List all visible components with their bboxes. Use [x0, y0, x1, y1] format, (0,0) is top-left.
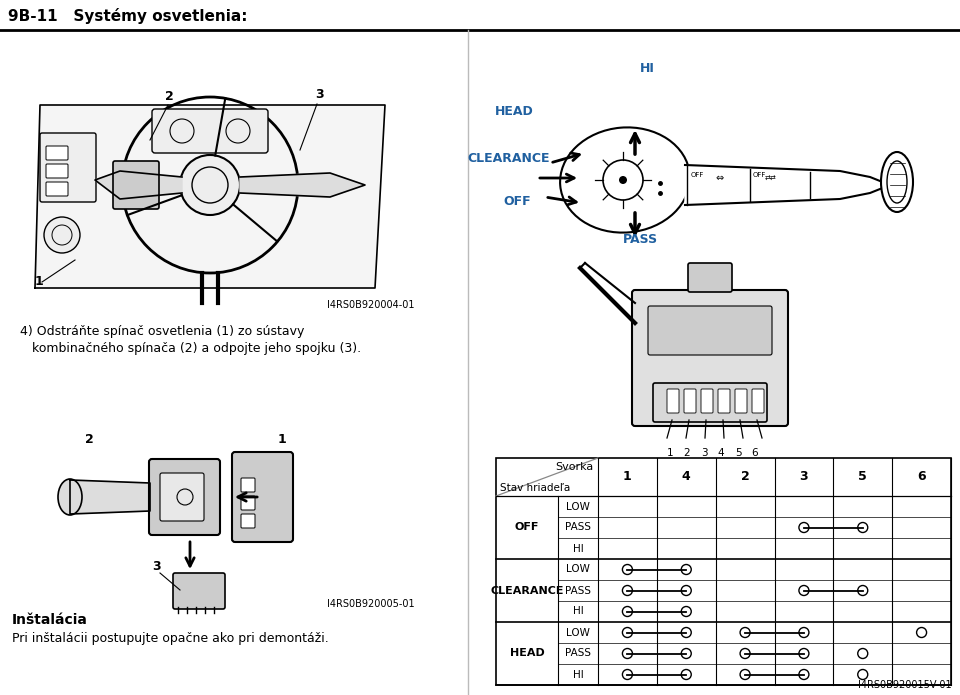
Text: 3: 3	[152, 560, 160, 573]
FancyBboxPatch shape	[241, 514, 255, 528]
Text: 5: 5	[734, 448, 741, 458]
Polygon shape	[685, 165, 890, 205]
Text: 3: 3	[701, 448, 708, 458]
Text: HI: HI	[640, 62, 655, 75]
FancyBboxPatch shape	[113, 161, 159, 209]
Circle shape	[180, 155, 240, 215]
Text: 5: 5	[858, 471, 867, 484]
FancyBboxPatch shape	[648, 306, 772, 355]
Text: OFF: OFF	[515, 523, 540, 532]
Text: kombinačného spínača (2) a odpojte jeho spojku (3).: kombinačného spínača (2) a odpojte jeho …	[20, 342, 361, 355]
Text: PASS: PASS	[565, 585, 591, 596]
Text: OFF: OFF	[503, 195, 531, 208]
FancyBboxPatch shape	[173, 573, 225, 609]
Ellipse shape	[881, 152, 913, 212]
FancyBboxPatch shape	[241, 478, 255, 492]
Polygon shape	[70, 480, 150, 514]
Text: 4: 4	[718, 448, 724, 458]
Text: I4RS0B920015V-01: I4RS0B920015V-01	[858, 680, 952, 690]
Text: 2: 2	[684, 448, 690, 458]
FancyBboxPatch shape	[160, 473, 204, 521]
Text: HEAD: HEAD	[495, 105, 534, 118]
Text: Svorka: Svorka	[556, 462, 594, 472]
Circle shape	[619, 176, 627, 184]
Text: 1: 1	[666, 448, 673, 458]
FancyBboxPatch shape	[152, 109, 268, 153]
FancyBboxPatch shape	[241, 496, 255, 510]
FancyBboxPatch shape	[149, 459, 220, 535]
Text: LOW: LOW	[566, 628, 590, 637]
Text: PASS: PASS	[623, 233, 659, 246]
Text: PASS: PASS	[565, 523, 591, 532]
Bar	[496, 458, 951, 685]
Text: 6: 6	[917, 471, 925, 484]
Text: ⇔: ⇔	[715, 173, 723, 183]
Text: Inštalácia: Inštalácia	[12, 613, 88, 627]
FancyBboxPatch shape	[46, 164, 68, 178]
Text: I4RS0B920004-01: I4RS0B920004-01	[327, 300, 415, 310]
FancyBboxPatch shape	[40, 133, 96, 202]
Ellipse shape	[58, 479, 82, 515]
FancyBboxPatch shape	[718, 389, 730, 413]
FancyBboxPatch shape	[735, 389, 747, 413]
FancyBboxPatch shape	[667, 389, 679, 413]
Text: 1: 1	[623, 471, 632, 484]
Text: 2: 2	[165, 90, 174, 103]
FancyBboxPatch shape	[632, 290, 788, 426]
Text: PASS: PASS	[565, 648, 591, 658]
Text: ⇄⇄: ⇄⇄	[765, 176, 777, 182]
Text: 1: 1	[35, 275, 44, 288]
Text: 9B-11   Systémy osvetlenia:: 9B-11 Systémy osvetlenia:	[8, 8, 248, 24]
Text: Pri inštalácii postupujte opačne ako pri demontáži.: Pri inštalácii postupujte opačne ako pri…	[12, 632, 328, 645]
FancyBboxPatch shape	[688, 263, 732, 292]
Text: 3: 3	[315, 88, 324, 101]
Text: LOW: LOW	[566, 502, 590, 512]
Text: OFF: OFF	[753, 172, 766, 178]
Text: 1: 1	[278, 433, 287, 446]
FancyBboxPatch shape	[752, 389, 764, 413]
Ellipse shape	[560, 127, 690, 233]
Text: HI: HI	[572, 607, 584, 616]
Text: HI: HI	[572, 669, 584, 680]
FancyBboxPatch shape	[653, 383, 767, 422]
Text: LOW: LOW	[566, 564, 590, 575]
Text: Stav hriadeľa: Stav hriadeľa	[500, 483, 570, 493]
Text: 2: 2	[85, 433, 94, 446]
Text: 6: 6	[752, 448, 758, 458]
Text: HEAD: HEAD	[510, 648, 544, 658]
Text: CLEARANCE: CLEARANCE	[491, 585, 564, 596]
Polygon shape	[35, 105, 385, 288]
Polygon shape	[240, 173, 365, 197]
Text: 2: 2	[741, 471, 750, 484]
Circle shape	[44, 217, 80, 253]
Text: 4: 4	[682, 471, 690, 484]
FancyBboxPatch shape	[46, 182, 68, 196]
FancyBboxPatch shape	[46, 146, 68, 160]
FancyBboxPatch shape	[684, 389, 696, 413]
Text: 4) Odstráňte spínač osvetlenia (1) zo sústavy: 4) Odstráňte spínač osvetlenia (1) zo sú…	[20, 325, 304, 338]
FancyBboxPatch shape	[232, 452, 293, 542]
Text: I4RS0B920005-01: I4RS0B920005-01	[327, 599, 415, 609]
Text: HI: HI	[572, 543, 584, 553]
Text: OFF: OFF	[691, 172, 705, 178]
Polygon shape	[95, 171, 182, 199]
Text: 3: 3	[800, 471, 808, 484]
Text: CLEARANCE: CLEARANCE	[467, 152, 549, 165]
FancyBboxPatch shape	[701, 389, 713, 413]
